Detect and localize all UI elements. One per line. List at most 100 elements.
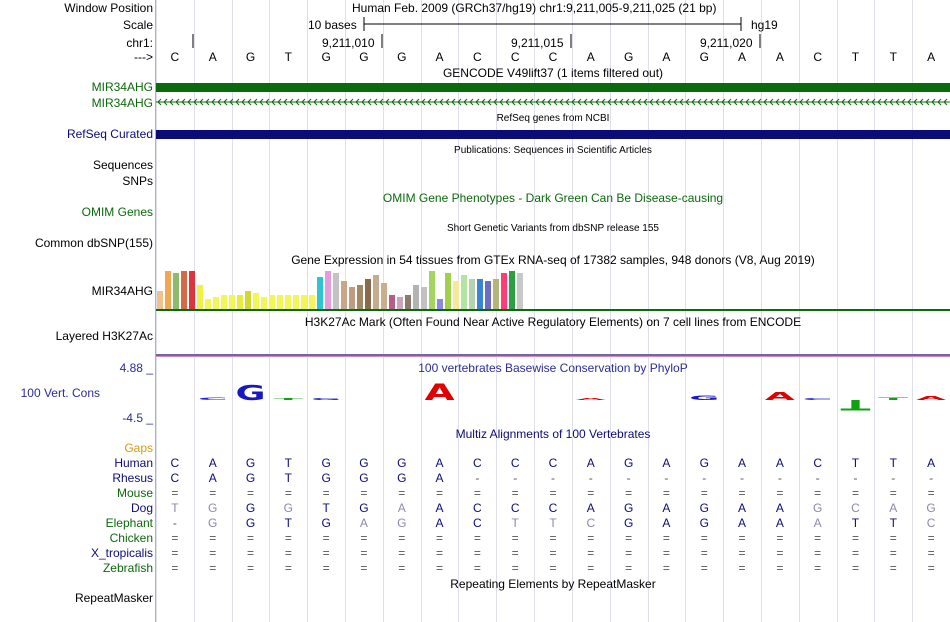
gtex-tissue-bar[interactable] [421, 287, 427, 309]
alignment-base: A [662, 501, 671, 515]
gtex-tissue-bar[interactable] [325, 271, 331, 309]
gtex-tissue-bar[interactable] [445, 273, 451, 309]
gtex-tissue-bar[interactable] [189, 271, 195, 309]
gtex-tissue-bar[interactable] [469, 279, 475, 309]
gtex-tissue-bar[interactable] [517, 273, 523, 309]
gtex-tissue-bar[interactable] [173, 273, 179, 309]
alignment-base: G [245, 501, 256, 515]
gtex-tissue-bar[interactable] [365, 279, 371, 309]
gtex-tissue-bar[interactable] [413, 285, 419, 309]
gtex-tissue-bar[interactable] [429, 271, 435, 309]
gtex-tissue-bar[interactable] [453, 281, 459, 309]
ruler-label-1: 9,211,010 [322, 36, 375, 50]
alignment-base: A [208, 471, 217, 485]
gtex-tissue-bar[interactable] [285, 295, 291, 309]
gtex-tissue-bar[interactable] [229, 295, 235, 309]
alignment-base: = [814, 561, 822, 575]
species-label[interactable]: Rhesus [112, 471, 153, 485]
gtex-bar-chart[interactable] [156, 269, 950, 313]
sequence-base: T [889, 50, 897, 64]
label-snps[interactable]: SNPs [122, 174, 153, 188]
alignment-base: = [436, 546, 444, 560]
alignment-base: = [738, 531, 746, 545]
label-omim[interactable]: OMIM Genes [81, 205, 153, 219]
gtex-tissue-bar[interactable] [253, 293, 259, 309]
gtex-tissue-bar[interactable] [509, 271, 515, 309]
label-chr: chr1: [126, 36, 153, 50]
phylop-base-glyph: G [311, 398, 341, 401]
gtex-tissue-bar[interactable] [381, 283, 387, 309]
label-refseq[interactable]: RefSeq Curated [66, 127, 153, 141]
phylop-base-glyph: T [878, 397, 909, 401]
alignment-base: = [511, 561, 519, 575]
gtex-tissue-bar[interactable] [317, 277, 323, 309]
label-dbsnp[interactable]: Common dbSNP(155) [34, 236, 153, 250]
alignment-base: = [814, 531, 822, 545]
alignment-base: = [776, 546, 784, 560]
label-h3k27ac[interactable]: Layered H3K27Ac [55, 329, 153, 343]
label-gtex[interactable]: MIR34AHG [91, 284, 153, 298]
gtex-tissue-bar[interactable] [269, 295, 275, 309]
gtex-tissue-bar[interactable] [357, 285, 363, 309]
species-label[interactable]: Chicken [109, 531, 153, 545]
gtex-tissue-bar[interactable] [197, 285, 203, 309]
label-phylop[interactable]: 100 Vert. Cons [20, 386, 100, 400]
species-label[interactable]: X_tropicalis [90, 546, 153, 560]
gtex-tissue-bar[interactable] [333, 273, 339, 309]
h3k27ac-signal-line[interactable] [156, 354, 950, 356]
gtex-tissue-bar[interactable] [485, 281, 491, 309]
gtex-tissue-bar[interactable] [373, 275, 379, 309]
alignment-base: G [321, 471, 331, 485]
sequence-base: G [359, 50, 369, 64]
gtex-tissue-bar[interactable] [461, 275, 467, 309]
alignment-base: = [284, 561, 292, 575]
gtex-tissue-bar[interactable] [213, 297, 219, 309]
refseq-exon-bar[interactable] [156, 130, 950, 139]
ruler [192, 17, 761, 48]
alignment-base: = [587, 546, 595, 560]
species-label[interactable]: Zebrafish [102, 561, 153, 575]
gtex-tissue-bar[interactable] [205, 299, 211, 309]
gencode-intron-arrows[interactable] [156, 97, 950, 107]
gtex-tissue-bar[interactable] [277, 295, 283, 309]
gtex-tissue-bar[interactable] [501, 273, 507, 309]
gtex-tissue-bar[interactable] [477, 279, 483, 309]
alignment-base: = [662, 486, 670, 500]
alignment-base: = [322, 486, 330, 500]
species-label[interactable]: Dog [130, 501, 153, 515]
species-label[interactable]: Mouse [116, 486, 153, 500]
gtex-tissue-bar[interactable] [389, 295, 395, 309]
alignment-base: = [776, 531, 784, 545]
gtex-tissue-bar[interactable] [157, 291, 163, 309]
gtex-tissue-bar[interactable] [349, 287, 355, 309]
label-sequences[interactable]: Sequences [92, 158, 153, 172]
gtex-track-title: Gene Expression in 54 tissues from GTEx … [291, 253, 815, 267]
gtex-tissue-bar[interactable] [309, 295, 315, 309]
label-gencode-1[interactable]: MIR34AHG [91, 80, 153, 94]
gtex-tissue-bar[interactable] [301, 295, 307, 309]
label-gencode-2[interactable]: MIR34AHG [91, 96, 153, 110]
gencode-exon-bar[interactable] [156, 83, 950, 92]
alignment-base: = [662, 531, 670, 545]
species-label[interactable]: Human [114, 456, 153, 470]
gtex-tissue-bar[interactable] [437, 299, 443, 309]
gtex-tissue-bar[interactable] [293, 295, 299, 309]
gtex-tissue-bar[interactable] [261, 297, 267, 309]
gtex-tissue-bar[interactable] [341, 281, 347, 309]
sequence-base: T [851, 50, 860, 64]
gtex-tissue-bar[interactable] [397, 297, 403, 309]
gtex-tissue-bar[interactable] [165, 271, 171, 309]
gtex-tissue-bar[interactable] [405, 295, 411, 309]
label-repeatmasker[interactable]: RepeatMasker [74, 591, 153, 605]
alignment-base: G [359, 456, 369, 470]
species-label[interactable]: Elephant [105, 516, 153, 530]
gtex-tissue-bar[interactable] [237, 295, 243, 309]
alignment-base: = [889, 561, 897, 575]
gtex-tissue-bar[interactable] [245, 291, 251, 309]
sequence-base: A [208, 50, 217, 64]
gtex-tissue-bar[interactable] [493, 279, 499, 309]
alignment-base: G [321, 456, 331, 470]
gtex-tissue-bar[interactable] [181, 271, 187, 309]
gtex-tissue-bar[interactable] [221, 295, 227, 309]
